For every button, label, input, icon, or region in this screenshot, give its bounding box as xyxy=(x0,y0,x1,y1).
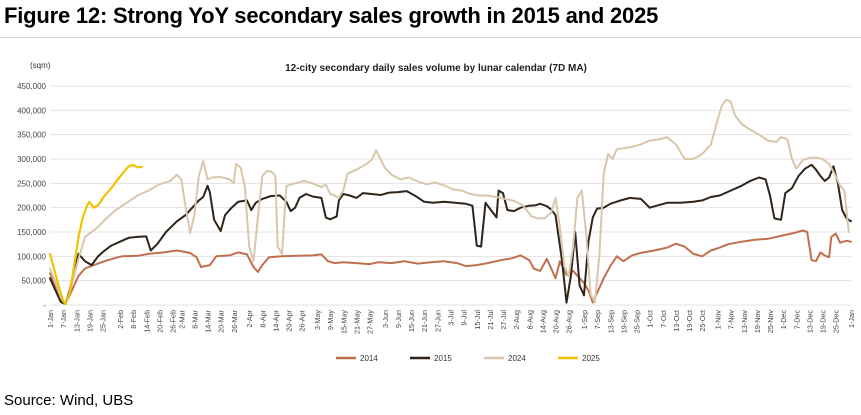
x-tick-label: 25-Dec xyxy=(832,310,841,334)
grid-lines xyxy=(50,85,851,306)
x-tick-label: 21-Jun xyxy=(420,310,429,332)
x-tick-label: 2-Feb xyxy=(116,310,125,329)
x-tick-label: 27-May xyxy=(366,310,375,334)
x-tick-label: 8-Feb xyxy=(129,310,138,329)
x-tick-label: 21-Jul xyxy=(486,310,495,330)
x-tick-label: 25-Oct xyxy=(698,310,707,332)
y-tick-label: 400,000 xyxy=(17,106,46,115)
y-tick-label: 350,000 xyxy=(17,131,46,140)
y-tick-label: 450,000 xyxy=(17,82,46,91)
x-tick-label: 3-May xyxy=(313,310,322,330)
x-tick-label: 7-Jan xyxy=(59,310,68,328)
x-tick-label: 19-Oct xyxy=(685,310,694,332)
x-tick-label: 27-Jun xyxy=(433,310,442,332)
y-tick-label: 250,000 xyxy=(17,179,46,188)
y-axis-ticks: - 50,000 100,000 150,000 200,000 250,000 300,0… xyxy=(17,82,46,310)
x-tick-label: 25-Jan xyxy=(99,310,108,332)
x-tick-label: 25-Nov xyxy=(766,310,775,334)
x-tick-label: 7-Oct xyxy=(659,310,668,328)
x-tick-label: 26-Apr xyxy=(298,309,307,331)
x-tick-label: 7-Nov xyxy=(727,310,736,330)
x-tick-label: 8-Apr xyxy=(258,309,267,327)
chart-title: 12-city secondary daily sales volume by … xyxy=(285,63,587,74)
figure-title: Figure 12: Strong YoY secondary sales gr… xyxy=(4,3,659,28)
legend-label-2024: 2024 xyxy=(508,354,526,363)
x-tick-label: 19-Sep xyxy=(619,310,628,333)
x-tick-label: 9-Jul xyxy=(460,310,469,326)
x-tick-label: 2-Apr xyxy=(245,309,254,327)
x-tick-label: 7-Sep xyxy=(593,310,602,329)
x-tick-label: 14-Aug xyxy=(538,310,547,333)
series-line-2015 xyxy=(49,163,852,305)
x-tick-label: 14-Apr xyxy=(271,309,280,331)
series-line-2025 xyxy=(48,163,143,306)
x-tick-label: 19-Nov xyxy=(753,310,762,334)
x-tick-label: 13-Nov xyxy=(740,310,749,334)
y-tick-label: 100,000 xyxy=(17,252,46,261)
x-tick-label: 1-Dec xyxy=(779,310,788,330)
x-tick-label: 13-Sep xyxy=(606,310,615,333)
x-tick-label: 15-May xyxy=(339,310,348,334)
legend-label-2014: 2014 xyxy=(360,354,378,363)
x-tick-label: 2-Aug xyxy=(512,310,521,329)
y-axis-unit-label: (sqm) xyxy=(30,61,51,70)
x-tick-label: 8-Aug xyxy=(525,310,534,329)
x-tick-label: 9-Jun xyxy=(394,310,403,328)
y-tick-label: 50,000 xyxy=(22,277,47,286)
x-tick-label: 1-Jan xyxy=(46,310,55,328)
x-tick-label: 13-Dec xyxy=(805,310,814,334)
series-line-2014 xyxy=(49,229,852,305)
x-tick-label: 14-Mar xyxy=(204,309,213,332)
y-tick-label: 150,000 xyxy=(17,228,46,237)
x-tick-label: 26-Mar xyxy=(230,309,239,332)
x-tick-label: 7-Dec xyxy=(792,310,801,330)
legend-label-2025: 2025 xyxy=(582,354,600,363)
x-tick-label: 13-Jan xyxy=(72,310,81,332)
x-tick-label: 3-Jul xyxy=(447,310,456,326)
x-tick-label: 20-Mar xyxy=(217,309,226,332)
legend-label-2015: 2015 xyxy=(434,354,452,363)
x-tick-label: 14-Feb xyxy=(142,310,151,333)
legend: 2014 2015 2024 2025 xyxy=(336,354,600,363)
x-tick-label: 25-Sep xyxy=(633,310,642,333)
x-tick-label: 15-Jul xyxy=(473,310,482,330)
x-tick-label: 20-Aug xyxy=(552,310,561,333)
y-tick-label: - xyxy=(43,301,46,310)
x-tick-label: 1-Oct xyxy=(646,310,655,328)
series-lines xyxy=(48,98,852,306)
x-tick-label: 26-Feb xyxy=(169,310,178,333)
x-tick-label: 19-Jan xyxy=(85,310,94,332)
x-tick-label: 2-Mar xyxy=(177,309,186,328)
x-tick-label: 8-Mar xyxy=(190,309,199,328)
chart-panel: 12-city secondary daily sales volume by … xyxy=(0,37,861,386)
x-axis-ticks: 1-Jan 7-Jan 13-Jan 19-Jan 25-Jan 2-Feb 8-Feb 14… xyxy=(46,309,856,334)
x-tick-label: 1-Jan xyxy=(847,310,856,328)
x-tick-label: 27-Jul xyxy=(499,310,508,330)
x-tick-label: 19-Dec xyxy=(819,310,828,334)
series-line-2024 xyxy=(49,98,850,305)
x-tick-label: 1-Nov xyxy=(714,310,723,330)
x-tick-label: 20-Apr xyxy=(285,309,294,331)
x-tick-label: 26-Aug xyxy=(565,310,574,333)
x-tick-label: 15-Jun xyxy=(407,310,416,332)
x-tick-label: 20-Feb xyxy=(155,310,164,333)
x-tick-label: 9-May xyxy=(326,310,335,330)
source-note: Source: Wind, UBS xyxy=(4,392,134,409)
y-tick-label: 200,000 xyxy=(17,204,46,213)
x-tick-label: 1-Sep xyxy=(580,310,589,329)
y-tick-label: 300,000 xyxy=(17,155,46,164)
x-tick-label: 21-May xyxy=(352,310,361,334)
x-tick-label: 3-Jun xyxy=(381,310,390,328)
x-tick-label: 13-Oct xyxy=(672,310,681,332)
line-chart: 12-city secondary daily sales volume by … xyxy=(17,61,856,363)
